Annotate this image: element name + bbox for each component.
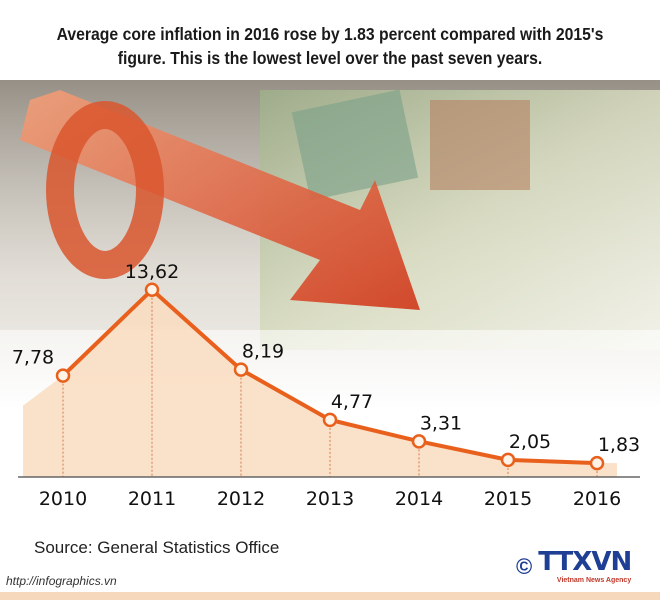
data-point-2016 bbox=[589, 455, 605, 471]
x-tick-label-2016: 2016 bbox=[573, 488, 621, 510]
copyright-icon: © bbox=[516, 553, 533, 579]
down-arrow-graphic bbox=[20, 90, 420, 310]
chart-title: Average core inflation in 2016 rose by 1… bbox=[56, 24, 604, 68]
data-label-2012: 8,19 bbox=[242, 341, 284, 363]
logo-column: TTXVN Vietnam News Agency bbox=[538, 547, 632, 585]
footer-bar bbox=[0, 592, 660, 600]
website-link[interactable]: http://infographics.vn bbox=[6, 574, 117, 588]
x-tick-label-2015: 2015 bbox=[484, 488, 532, 510]
source-note: Source: General Statistics Office bbox=[34, 538, 280, 557]
data-point-2011 bbox=[144, 282, 160, 298]
area-fill bbox=[23, 289, 617, 477]
logo-subtitle: Vietnam News Agency bbox=[556, 577, 632, 584]
data-label-2013: 4,77 bbox=[331, 391, 373, 413]
logo-block: © TTXVN Vietnam News Agency bbox=[516, 547, 632, 585]
data-label-2011: 13,62 bbox=[125, 261, 179, 283]
data-point-2014 bbox=[411, 434, 427, 449]
data-label-2015: 2,05 bbox=[509, 431, 551, 453]
data-point-2015 bbox=[500, 452, 516, 468]
x-tick-label-2010: 2010 bbox=[39, 488, 87, 510]
data-label-2010: 7,78 bbox=[12, 347, 54, 369]
x-tick-label-2011: 2011 bbox=[128, 488, 176, 510]
data-point-2012 bbox=[233, 362, 249, 377]
data-label-2016: 1,83 bbox=[598, 434, 640, 456]
data-point-2010 bbox=[55, 368, 71, 383]
x-tick-label-2013: 2013 bbox=[306, 488, 354, 510]
data-label-2014: 3,31 bbox=[420, 412, 462, 434]
data-point-2013 bbox=[322, 412, 338, 428]
x-tick-label-2012: 2012 bbox=[217, 488, 265, 510]
x-tick-label-2014: 2014 bbox=[395, 488, 443, 510]
percent-graphic bbox=[46, 101, 164, 279]
ttxvn-logo: TTXVN bbox=[538, 547, 632, 577]
